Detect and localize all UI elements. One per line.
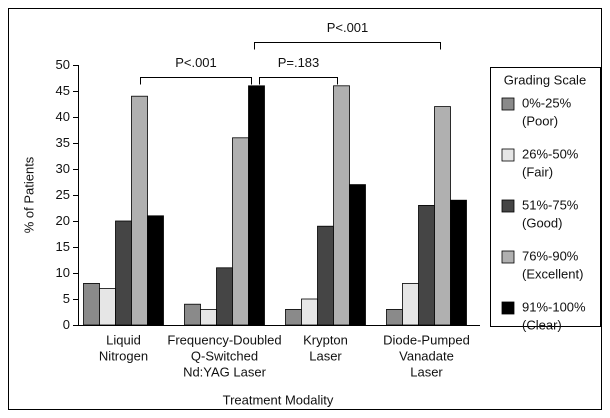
bar — [184, 303, 201, 326]
bar — [333, 85, 350, 326]
x-tick-label: Laser — [410, 364, 443, 379]
y-tick-label: 40 — [56, 109, 70, 124]
bar — [450, 199, 467, 326]
bar — [285, 308, 302, 326]
bar — [418, 204, 435, 326]
x-tick-label: Laser — [309, 348, 342, 363]
bar — [434, 106, 451, 326]
bar — [301, 298, 318, 326]
legend-label: 91%-100% — [522, 299, 586, 314]
y-tick-label: 50 — [56, 57, 70, 72]
annotation: P<.001 — [175, 55, 217, 70]
y-tick-label: 0 — [63, 317, 70, 332]
annotation: P=.183 — [278, 55, 320, 70]
legend-sublabel: (Clear) — [522, 317, 562, 332]
x-tick-label: Diode-Pumped — [383, 332, 470, 347]
legend-swatch — [501, 301, 515, 315]
frame — [8, 8, 602, 410]
y-tick-label: 25 — [56, 187, 70, 202]
x-tick-label: Nitrogen — [99, 348, 148, 363]
x-tick-label: Liquid — [106, 332, 141, 347]
bar — [248, 85, 265, 326]
y-tick-label: 15 — [56, 239, 70, 254]
legend-swatch — [501, 97, 515, 111]
legend-label: 0%-25% — [522, 95, 572, 110]
y-tick-label: 30 — [56, 161, 70, 176]
x-axis-label: Treatment Modality — [223, 392, 334, 407]
y-tick-label: 45 — [56, 83, 70, 98]
bar — [232, 137, 249, 326]
y-axis-label: % of Patients — [21, 156, 36, 233]
bar — [131, 95, 148, 326]
legend-label: 51%-75% — [522, 197, 579, 212]
x-tick-label: Vanadate — [399, 348, 454, 363]
bracket — [254, 42, 441, 50]
legend-swatch — [501, 148, 515, 162]
legend-box — [490, 67, 601, 327]
bracket — [259, 77, 338, 85]
legend-sublabel: (Poor) — [522, 113, 558, 128]
x-tick-label: Q-Switched — [191, 348, 258, 363]
legend-title: Grading Scale — [504, 72, 586, 87]
legend-label: 26%-50% — [522, 146, 579, 161]
x-tick-label: Krypton — [303, 332, 348, 347]
legend-sublabel: (Good) — [522, 215, 562, 230]
legend-swatch — [501, 250, 515, 264]
bar — [317, 225, 334, 326]
bracket — [140, 77, 252, 85]
bar — [200, 308, 217, 326]
y-tick-label: 5 — [63, 291, 70, 306]
bar — [402, 282, 419, 326]
legend-sublabel: (Excellent) — [522, 266, 583, 281]
annotation: P<.001 — [327, 20, 369, 35]
legend-sublabel: (Fair) — [522, 164, 553, 179]
y-tick-label: 20 — [56, 213, 70, 228]
y-tick-label: 10 — [56, 265, 70, 280]
bar — [115, 220, 132, 326]
x-tick-label: Frequency-Doubled — [167, 332, 281, 347]
bar — [99, 288, 116, 326]
x-tick-label: Nd:YAG Laser — [183, 364, 267, 379]
legend-label: 76%-90% — [522, 248, 579, 263]
bar — [83, 282, 100, 326]
bar — [216, 267, 233, 326]
bar — [386, 308, 403, 326]
bar — [147, 215, 164, 326]
legend-swatch — [501, 199, 515, 213]
y-tick-label: 35 — [56, 135, 70, 150]
bar — [349, 184, 366, 326]
